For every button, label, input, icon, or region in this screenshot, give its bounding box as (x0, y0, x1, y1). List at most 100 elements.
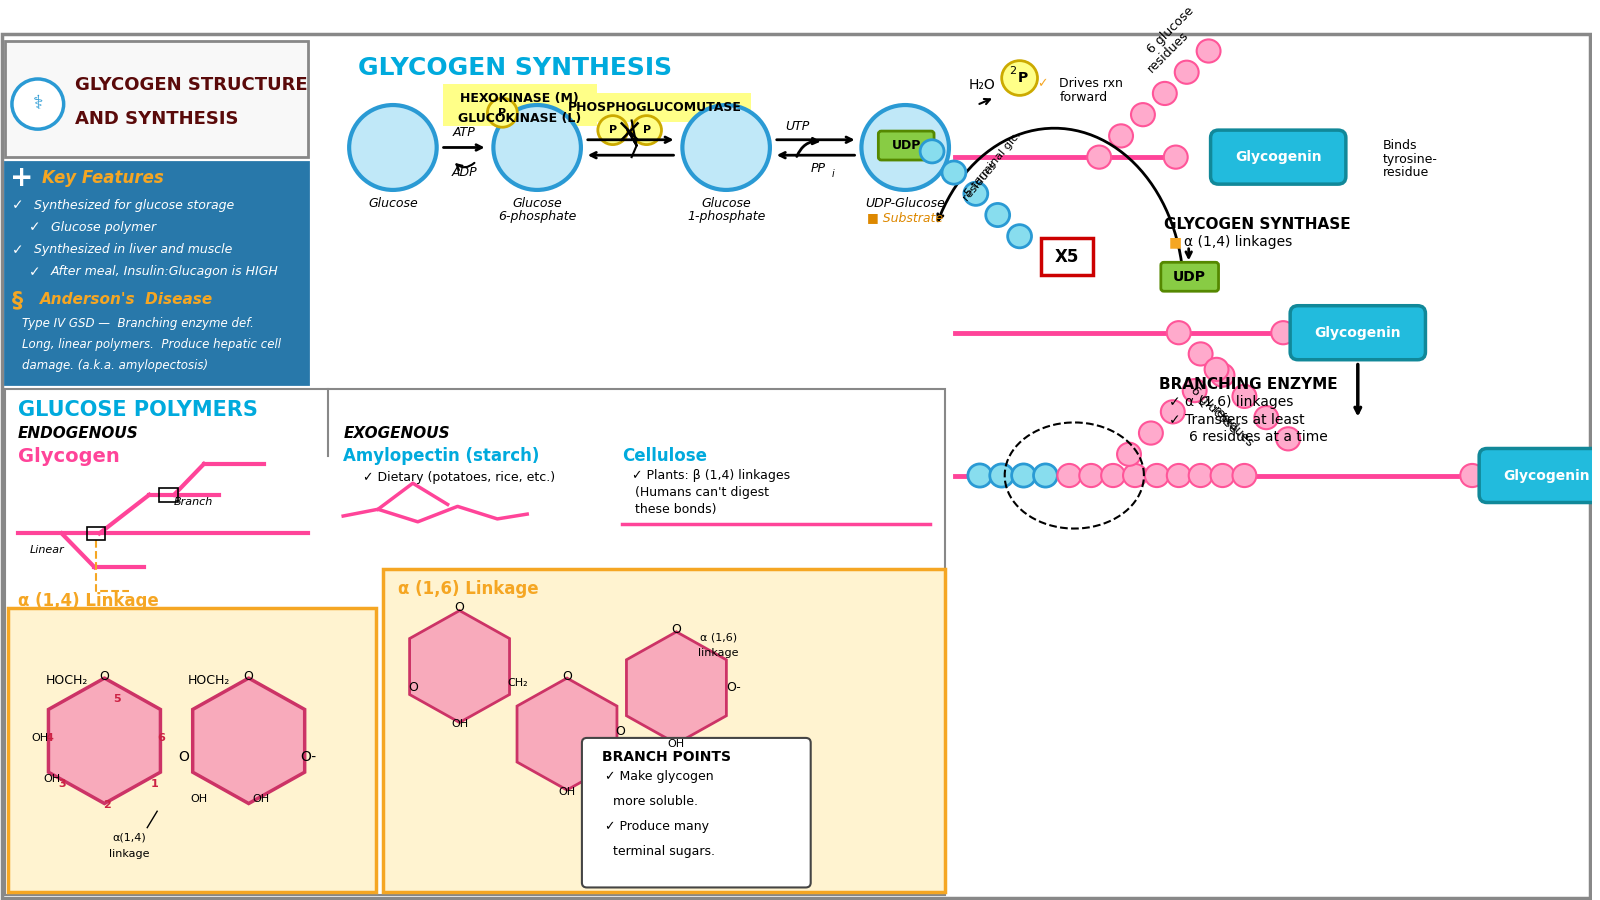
Text: ✓ Plants: β (1,4) linkages: ✓ Plants: β (1,4) linkages (632, 469, 790, 482)
Text: OH: OH (253, 794, 269, 804)
Text: α (1,6) Linkage: α (1,6) Linkage (398, 580, 539, 598)
Circle shape (968, 464, 992, 487)
FancyBboxPatch shape (382, 569, 946, 892)
Text: P: P (1018, 71, 1027, 85)
Text: ✓: ✓ (29, 220, 40, 235)
Circle shape (861, 105, 949, 190)
Text: residues: residues (962, 160, 998, 202)
Text: Glucose: Glucose (512, 197, 562, 210)
Text: i: i (832, 168, 834, 178)
Text: 3: 3 (58, 779, 66, 789)
Text: Glycogenin: Glycogenin (1504, 469, 1590, 482)
Text: After meal, Insulin:Glucagon is HIGH: After meal, Insulin:Glucagon is HIGH (51, 266, 278, 278)
FancyBboxPatch shape (1162, 262, 1219, 292)
Text: O: O (243, 670, 254, 683)
Text: 5 terminal glc.: 5 terminal glc. (963, 130, 1022, 198)
Text: more soluble.: more soluble. (605, 795, 698, 808)
Text: 6-phosphate: 6-phosphate (498, 211, 576, 223)
FancyBboxPatch shape (443, 84, 597, 126)
Circle shape (488, 98, 517, 127)
Text: ✓ Dietary (potatoes, rice, etc.): ✓ Dietary (potatoes, rice, etc.) (363, 471, 555, 484)
FancyBboxPatch shape (1478, 448, 1600, 502)
Text: 2: 2 (1010, 67, 1016, 76)
Text: O: O (454, 601, 464, 614)
Text: residues: residues (1210, 404, 1256, 451)
Polygon shape (192, 678, 304, 804)
Text: Glycogenin: Glycogenin (1315, 326, 1402, 339)
Text: α (1,4) Linkage: α (1,4) Linkage (18, 592, 158, 610)
Text: Binds: Binds (1382, 140, 1418, 152)
Text: UTP: UTP (786, 120, 810, 133)
Circle shape (1058, 464, 1082, 487)
Text: +: + (10, 165, 34, 193)
Text: Glucose: Glucose (701, 197, 750, 210)
Text: HOCH₂: HOCH₂ (187, 673, 230, 687)
Text: 2: 2 (104, 800, 112, 811)
Text: P: P (643, 125, 651, 135)
Circle shape (920, 140, 944, 163)
Circle shape (1011, 464, 1035, 487)
Text: ✓: ✓ (29, 265, 40, 279)
Text: GLYCOGEN SYNTHESIS: GLYCOGEN SYNTHESIS (358, 57, 672, 80)
Text: ✓ Make glycogen: ✓ Make glycogen (605, 770, 714, 783)
Circle shape (1154, 82, 1176, 105)
Circle shape (1166, 321, 1190, 345)
Text: OH: OH (32, 733, 48, 742)
Text: Glucose polymer: Glucose polymer (51, 221, 155, 234)
Text: BRANCHING ENZYME: BRANCHING ENZYME (1158, 377, 1338, 392)
Circle shape (1277, 428, 1301, 450)
Text: OH: OH (558, 787, 576, 796)
Circle shape (1205, 358, 1229, 381)
Circle shape (1232, 385, 1256, 408)
Text: GLYCOGEN SYNTHASE: GLYCOGEN SYNTHASE (1163, 217, 1350, 232)
Text: ADP: ADP (451, 166, 477, 179)
Text: §: § (13, 290, 24, 310)
Text: O: O (408, 681, 418, 694)
FancyBboxPatch shape (5, 41, 309, 158)
Circle shape (1146, 464, 1170, 487)
Text: 4: 4 (46, 733, 54, 742)
Text: OH: OH (43, 774, 61, 785)
Text: P: P (498, 108, 506, 118)
Text: CH₂: CH₂ (507, 678, 528, 688)
Text: terminal sugars.: terminal sugars. (605, 845, 715, 859)
Polygon shape (48, 678, 160, 804)
Text: these bonds): these bonds) (635, 503, 717, 516)
Circle shape (1211, 464, 1235, 487)
Circle shape (990, 464, 1014, 487)
Text: Amylopectin (starch): Amylopectin (starch) (342, 447, 539, 465)
Text: Long, linear polymers.  Produce hepatic cell: Long, linear polymers. Produce hepatic c… (22, 338, 282, 351)
Text: GLYCOGEN STRUCTURE: GLYCOGEN STRUCTURE (75, 76, 307, 94)
Text: Glycogen: Glycogen (18, 446, 120, 465)
Text: UDP: UDP (1173, 270, 1206, 284)
Circle shape (1189, 342, 1213, 365)
Polygon shape (517, 678, 618, 790)
FancyBboxPatch shape (5, 162, 309, 384)
Text: UDP: UDP (891, 140, 922, 152)
Text: PP: PP (810, 162, 826, 176)
Circle shape (963, 182, 987, 205)
Text: ATP: ATP (453, 125, 475, 139)
Text: EXOGENOUS: EXOGENOUS (342, 426, 450, 441)
Text: 6 glucose: 6 glucose (1144, 4, 1197, 56)
Text: forward: forward (1059, 91, 1107, 104)
Circle shape (1080, 464, 1102, 487)
Text: residue: residue (1382, 166, 1429, 179)
Circle shape (1182, 379, 1206, 402)
Text: ✓: ✓ (13, 243, 24, 256)
Text: α (1,6): α (1,6) (699, 633, 736, 643)
Circle shape (682, 105, 770, 190)
Circle shape (1034, 464, 1058, 487)
Text: tyrosine-: tyrosine- (1382, 153, 1437, 166)
Text: Key Features: Key Features (42, 169, 163, 187)
Circle shape (11, 79, 64, 130)
Text: O: O (179, 751, 189, 764)
Polygon shape (627, 632, 726, 743)
Circle shape (632, 115, 661, 145)
Text: OH: OH (190, 794, 208, 804)
Text: Drives rxn: Drives rxn (1059, 77, 1123, 90)
Text: HOCH₂: HOCH₂ (45, 673, 88, 687)
Circle shape (1272, 321, 1294, 345)
Text: (Humans can't digest: (Humans can't digest (635, 486, 768, 500)
Text: 1: 1 (150, 779, 158, 789)
